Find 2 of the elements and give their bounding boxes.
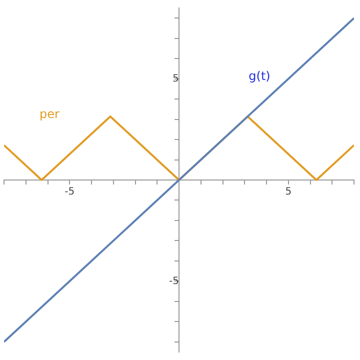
text: per (40, 106, 60, 121)
series-label: g(t) (248, 68, 270, 83)
